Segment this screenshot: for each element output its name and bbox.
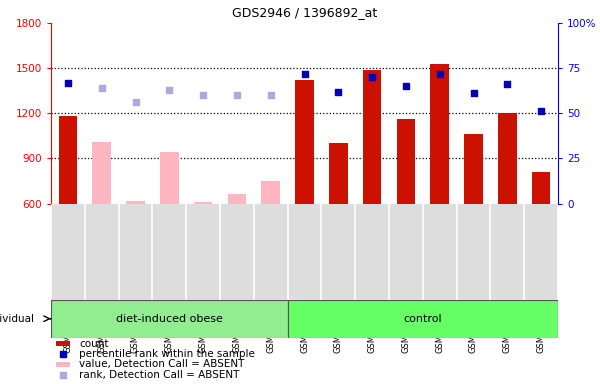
Bar bbox=[51, 300, 287, 338]
Text: individual: individual bbox=[0, 314, 34, 324]
Point bbox=[300, 71, 310, 77]
Point bbox=[131, 99, 140, 106]
Point bbox=[232, 92, 242, 98]
Point bbox=[164, 87, 174, 93]
Bar bbox=[397, 119, 415, 204]
Bar bbox=[126, 200, 145, 204]
Text: value, Detection Call = ABSENT: value, Detection Call = ABSENT bbox=[79, 359, 244, 369]
Bar bbox=[59, 116, 77, 204]
Point bbox=[503, 81, 512, 88]
Bar bbox=[160, 152, 179, 204]
Text: diet-induced obese: diet-induced obese bbox=[116, 314, 223, 324]
Point bbox=[435, 71, 445, 77]
Bar bbox=[498, 113, 517, 204]
Text: percentile rank within the sample: percentile rank within the sample bbox=[79, 349, 255, 359]
Point bbox=[536, 108, 546, 114]
Point bbox=[367, 74, 377, 80]
Bar bbox=[363, 70, 382, 204]
Point bbox=[63, 79, 73, 86]
Text: control: control bbox=[403, 314, 442, 324]
Bar bbox=[295, 80, 314, 204]
Point bbox=[469, 90, 478, 96]
Bar bbox=[532, 172, 550, 204]
Bar bbox=[262, 181, 280, 204]
Bar bbox=[227, 194, 246, 204]
Bar bbox=[329, 143, 347, 204]
Text: count: count bbox=[79, 339, 109, 349]
Point bbox=[58, 372, 68, 378]
Point bbox=[199, 92, 208, 98]
Point bbox=[58, 351, 68, 357]
Title: GDS2946 / 1396892_at: GDS2946 / 1396892_at bbox=[232, 6, 377, 19]
Bar bbox=[430, 64, 449, 204]
Bar bbox=[194, 202, 212, 204]
Bar bbox=[92, 142, 111, 204]
Point bbox=[266, 92, 275, 98]
Point bbox=[97, 85, 107, 91]
Bar bbox=[56, 362, 70, 367]
Text: rank, Detection Call = ABSENT: rank, Detection Call = ABSENT bbox=[79, 370, 239, 380]
Bar bbox=[56, 341, 70, 346]
Point bbox=[334, 89, 343, 95]
Point bbox=[401, 83, 411, 89]
Bar bbox=[287, 300, 558, 338]
Bar bbox=[464, 134, 483, 204]
